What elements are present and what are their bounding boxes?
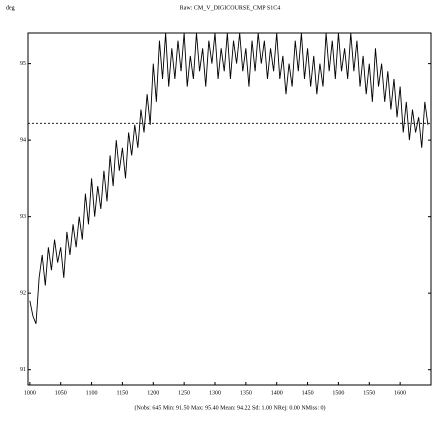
data-line	[29, 32, 429, 324]
x-tick-label: 1500	[332, 390, 344, 396]
x-tick-label: 1150	[117, 390, 129, 396]
x-tick-label: 1350	[240, 390, 252, 396]
x-tick-label: 1050	[55, 390, 67, 396]
y-axis-label: deg	[6, 5, 15, 11]
x-tick-label: 1400	[271, 390, 283, 396]
stats-annotation: (Nobs: 645 Min: 91.50 Max: 95.40 Mean: 9…	[134, 404, 325, 411]
y-tick-label: 91	[20, 367, 26, 373]
chart-title: Raw: CM_V_DIGICOURSE_CMP S1C4	[180, 5, 280, 11]
plot-frame	[27, 32, 432, 386]
x-tick-label: 1250	[178, 390, 190, 396]
x-tick-label: 1200	[147, 390, 159, 396]
x-tick-label: 1550	[363, 390, 375, 396]
x-tick-label: 1100	[86, 390, 98, 396]
x-tick-label: 1600	[394, 390, 406, 396]
y-tick-label: 92	[20, 291, 26, 297]
x-tick-label: 1450	[302, 390, 314, 396]
x-tick-label: 1300	[209, 390, 221, 396]
y-tick-label: 95	[20, 61, 26, 67]
y-tick-label: 94	[20, 138, 26, 144]
x-tick-label: 1000	[24, 390, 36, 396]
y-tick-label: 93	[20, 214, 26, 220]
